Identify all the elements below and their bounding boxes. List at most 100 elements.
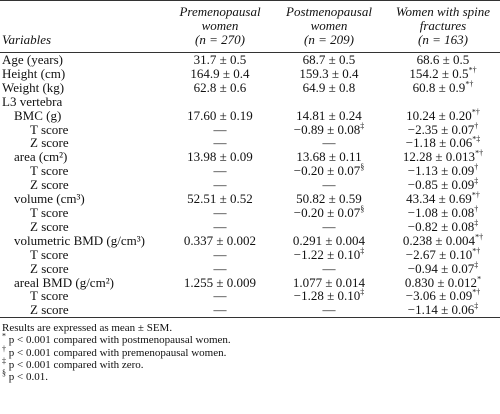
significance-mark: * — [477, 274, 482, 284]
value-cell — [168, 95, 272, 109]
significance-mark: ‡ — [360, 121, 365, 131]
header-cell: Women with spine fractures (n = 163) — [386, 1, 500, 53]
significance-mark: *† — [468, 65, 477, 75]
significance-mark: § — [360, 204, 365, 214]
value-cell: 52.51 ± 0.52 — [187, 191, 253, 207]
row-label: T score — [30, 121, 69, 137]
cell-value: −1.22 ± 0.10 — [293, 246, 361, 262]
row-label: areal BMD (g/cm²) — [14, 274, 114, 290]
cell-value: −0.20 ± 0.07 — [293, 204, 361, 220]
significance-mark: *† — [472, 246, 481, 256]
value-cell: 13.98 ± 0.09 — [187, 149, 253, 165]
value-cell: 1.077 ± 0.014 — [292, 274, 366, 290]
row-label: T score — [30, 246, 69, 262]
table-row: T score — −1.28 ± 0.10‡ −3.06 ± 0.09*† — [0, 289, 500, 303]
significance-mark: ‡ — [360, 288, 365, 298]
row-label: volumetric BMD (g/cm³) — [14, 232, 145, 248]
cell-value: −0.94 ± 0.07 — [407, 260, 475, 276]
cell-value: −1.28 ± 0.10 — [293, 288, 361, 304]
cell-value: −2.35 ± 0.07 — [407, 121, 475, 137]
cell-value: 0.238 ± 0.004 — [402, 232, 476, 248]
row-label: Height (cm) — [2, 65, 66, 81]
cell-value: 154.2 ± 0.5 — [409, 65, 469, 81]
value-cell: −1.13 ± 0.09† — [386, 162, 500, 178]
value-cell: 159.3 ± 0.4 — [299, 65, 359, 81]
value-cell: 50.82 ± 0.59 — [296, 191, 362, 207]
footnote-mark: ‡ — [2, 356, 6, 366]
header-row: Variables Premenopausal women (n = 270) Po… — [0, 0, 500, 53]
cell-value: 0.830 ± 0.012 — [404, 274, 478, 290]
cell-value: −0.89 ± 0.08 — [293, 121, 361, 137]
cell-value: −1.14 ± 0.06 — [407, 302, 475, 318]
table-row: T score — −0.20 ± 0.07§ −1.08 ± 0.08† — [0, 204, 500, 220]
row-label: T score — [30, 288, 69, 304]
footnote-text: p < 0.001 compared with postmenopausal w… — [8, 334, 231, 347]
value-cell: — — [213, 204, 227, 220]
value-cell: 68.7 ± 0.5 — [302, 52, 356, 67]
cell-value: −1.08 ± 0.08 — [407, 204, 475, 220]
table-row: areal BMD (g/cm²) 1.255 ± 0.009 1.077 ± 0.… — [0, 274, 500, 290]
value-cell: 62.8 ± 0.6 — [193, 79, 247, 95]
table-row: Z score — — −0.94 ± 0.07‡ — [0, 260, 500, 276]
footnote: ‡ p < 0.001 compared with zero. — [2, 356, 498, 371]
footnote: § p < 0.01. — [2, 368, 498, 384]
footnote-text: p < 0.001 compared with zero. — [8, 358, 144, 371]
group-n: (n = 163) — [418, 32, 468, 47]
table-row: area (cm²) 13.98 ± 0.09 13.68 ± 0.11 12.28 … — [0, 150, 500, 164]
footnote-text: p < 0.01. — [8, 371, 48, 384]
value-cell: −0.20 ± 0.07§ — [272, 204, 386, 220]
cell-value: 43.34 ± 0.69 — [406, 191, 472, 207]
row-label: BMC (g) — [14, 107, 62, 123]
value-cell: −2.35 ± 0.07† — [386, 121, 500, 137]
group-n: (n = 209) — [304, 32, 354, 47]
footnote: Results are expressed as mean ± SEM. — [2, 322, 498, 334]
header-cell: Variables — [2, 32, 52, 47]
value-cell: 0.238 ± 0.004*† — [386, 232, 500, 248]
table-row: Z score — — −0.85 ± 0.09‡ — [0, 177, 500, 193]
value-cell: 31.7 ± 0.5 — [193, 52, 247, 67]
footnote-mark: † — [2, 343, 6, 353]
value-cell: −1.18 ± 0.06*‡ — [386, 136, 500, 150]
value-cell: — — [322, 302, 336, 318]
table-row: Weight (kg) 62.8 ± 0.6 64.9 ± 0.8 60.8 ± 0.… — [0, 79, 500, 95]
cell-value: −1.18 ± 0.06 — [405, 135, 473, 151]
footnote-mark: § — [2, 368, 6, 378]
row-label: Z score — [30, 302, 69, 318]
cell-value: −0.20 ± 0.07 — [293, 163, 361, 179]
value-cell: — — [213, 288, 227, 304]
significance-mark: † — [474, 204, 479, 214]
row-label: Weight (kg) — [2, 79, 65, 95]
value-cell — [386, 95, 500, 109]
data-table: Variables Premenopausal women (n = 270) Po… — [0, 0, 500, 318]
row-label: Z score — [30, 218, 69, 234]
cell-value: 60.8 ± 0.9 — [412, 79, 466, 95]
significance-mark: † — [474, 162, 479, 172]
significance-mark: ‡ — [474, 218, 479, 228]
value-cell: −1.14 ± 0.06‡ — [386, 302, 500, 318]
table-row: BMC (g) 17.60 ± 0.19 14.81 ± 0.24 10.24 ± 0… — [0, 107, 500, 123]
value-cell: — — [213, 260, 227, 276]
footnotes: Results are expressed as mean ± SEM. * p … — [0, 318, 500, 383]
significance-mark: *† — [472, 288, 481, 298]
footnote: * p < 0.001 compared with postmenopausal… — [2, 332, 498, 347]
value-cell: 12.28 ± 0.013*† — [386, 150, 500, 164]
footnote-text: p < 0.001 compared with premenopausal wo… — [8, 346, 227, 359]
value-cell: — — [213, 246, 227, 262]
significance-mark: ‡ — [360, 246, 365, 256]
significance-mark: *† — [465, 79, 474, 89]
value-cell: 13.68 ± 0.11 — [296, 149, 362, 165]
row-label: area (cm²) — [14, 149, 68, 165]
value-cell: — — [322, 260, 336, 276]
row-label: T score — [30, 163, 69, 179]
section-label: L3 vertebra — [2, 93, 63, 109]
value-cell: −0.20 ± 0.07§ — [272, 163, 386, 179]
group-title: Premenopausal women — [179, 4, 261, 33]
header-cell: Postmenopausal women (n = 209) — [272, 1, 386, 53]
value-cell: 154.2 ± 0.5*† — [386, 65, 500, 81]
value-cell: — — [213, 177, 227, 193]
table-row: Z score — — −1.14 ± 0.06‡ — [0, 302, 500, 318]
value-cell: 60.8 ± 0.9*† — [386, 79, 500, 95]
value-cell: — — [322, 135, 336, 151]
value-cell: — — [213, 163, 227, 179]
table-row: T score — −1.22 ± 0.10‡ −2.67 ± 0.10*† — [0, 246, 500, 262]
